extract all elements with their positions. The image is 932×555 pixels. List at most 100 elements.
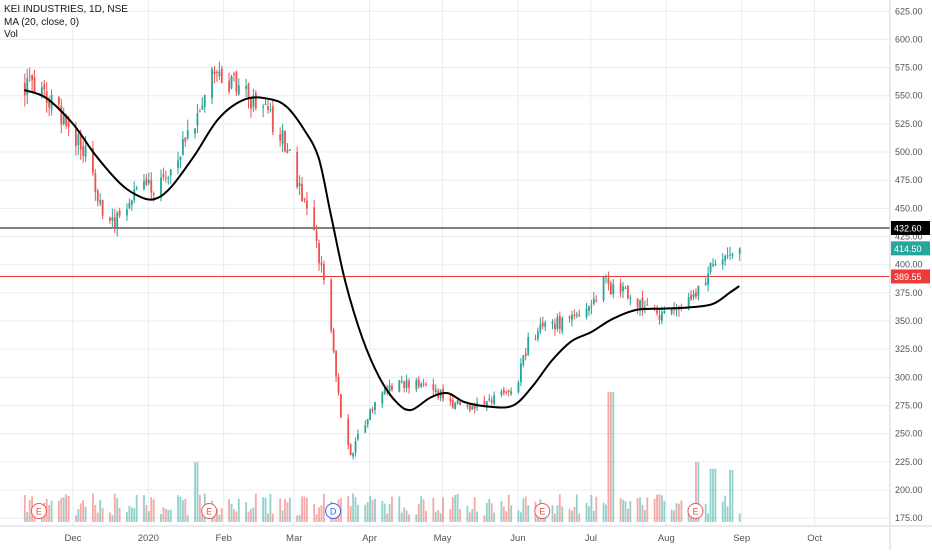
candle-body (578, 314, 581, 316)
volume-bar (298, 514, 301, 522)
x-tick-label: Aug (658, 533, 675, 544)
volume-bar (198, 494, 201, 522)
candle-body (704, 282, 707, 285)
volume-bar (152, 499, 155, 522)
event-marker[interactable] (534, 503, 551, 519)
volume-bar (99, 500, 102, 522)
volume-bar (352, 493, 355, 522)
y-tick-label: 550.00 (895, 91, 923, 101)
volume-bar (527, 505, 530, 522)
candle-body (505, 391, 508, 393)
volume-bar (303, 496, 306, 522)
volume-bar (228, 499, 230, 522)
volume-bar (74, 515, 77, 522)
time-axis[interactable]: Dec 2020 Feb Mar Apr May Jun Jul Aug Sep Oct (0, 525, 932, 544)
candle-body (31, 75, 34, 81)
candle-body (687, 296, 690, 307)
candle-body (454, 403, 457, 410)
y-tick-label: 225.00 (895, 457, 923, 467)
candle-body (527, 337, 530, 355)
volume-bar (91, 493, 94, 522)
event-marker[interactable] (687, 503, 704, 519)
volume-bar (721, 501, 724, 522)
candle-body (459, 402, 462, 405)
candle-body (352, 453, 355, 457)
candle-body (405, 379, 408, 389)
symbol-title: KEI INDUSTRIES, 1D, NSE (4, 4, 128, 15)
candle-body (369, 409, 372, 420)
y-tick-label: 400.00 (895, 260, 923, 270)
candle-body (211, 68, 213, 99)
volume-bar (181, 500, 184, 522)
x-tick-label: Feb (216, 533, 232, 544)
volume-bar (145, 505, 148, 522)
volume-bar (476, 511, 479, 522)
volume-bar (23, 495, 26, 522)
volume-bar (113, 493, 116, 522)
candle-body (558, 315, 561, 329)
candle-body (466, 405, 469, 407)
candle-body (398, 380, 401, 392)
volume-bar (656, 494, 658, 522)
candle-body (303, 198, 306, 200)
candle-body (128, 202, 131, 209)
volume-bar (643, 509, 646, 522)
x-tick-label: Dec (64, 533, 81, 544)
candle-body (712, 264, 714, 266)
candle-body (556, 317, 559, 330)
candle-body (262, 106, 265, 108)
candle-body (218, 71, 221, 76)
candle-body (490, 400, 493, 403)
candle-body (298, 183, 301, 187)
event-marker[interactable] (201, 503, 218, 519)
candle-body (330, 279, 333, 331)
candle-body (79, 134, 82, 150)
volume-bar (551, 505, 554, 522)
volume-bar (196, 462, 199, 522)
event-marker[interactable] (325, 503, 342, 519)
volume-bar (571, 510, 573, 522)
candle-body (374, 402, 376, 410)
volume-bar (162, 507, 165, 522)
candle-body (349, 444, 352, 456)
event-marker[interactable] (30, 503, 47, 519)
volume-bar (403, 507, 406, 522)
candle-body (381, 392, 384, 404)
volume-bar (590, 494, 593, 522)
volume-bar (323, 493, 325, 522)
volume-bar (264, 497, 267, 522)
candle-body (468, 404, 471, 411)
volume-bar (636, 498, 639, 522)
volume-bar (502, 506, 505, 522)
candle-body (216, 72, 218, 74)
volume-bar (575, 494, 578, 522)
volume-bar (437, 509, 440, 522)
volume-bar (408, 514, 410, 522)
candle-body (164, 177, 167, 179)
volume-bar (143, 495, 145, 522)
y-tick-label: 325.00 (895, 344, 923, 354)
volume-bar (286, 502, 289, 522)
candle-body (612, 284, 615, 294)
volume-bar (164, 508, 167, 522)
candle-body (23, 82, 26, 96)
candle-body (143, 181, 145, 190)
volume-bar (663, 500, 666, 522)
volume-bar (451, 497, 454, 522)
volume-bar (510, 505, 513, 522)
price-axis[interactable]: 175.00 200.00 225.00 250.00 275.00 300.00 325.… (889, 0, 923, 550)
candle-body (364, 425, 367, 433)
candle-body (607, 278, 610, 284)
volume-bar (126, 512, 128, 522)
volume-bar (729, 470, 731, 522)
volume-bar (626, 508, 629, 522)
volume-bar (578, 513, 581, 522)
volume-bar (507, 494, 510, 522)
candle-body (126, 209, 128, 216)
candle-body (84, 145, 87, 157)
candle-body (573, 314, 576, 316)
volume-bar (585, 502, 588, 522)
y-tick-label: 500.00 (895, 147, 923, 157)
volume-bar (712, 468, 714, 522)
